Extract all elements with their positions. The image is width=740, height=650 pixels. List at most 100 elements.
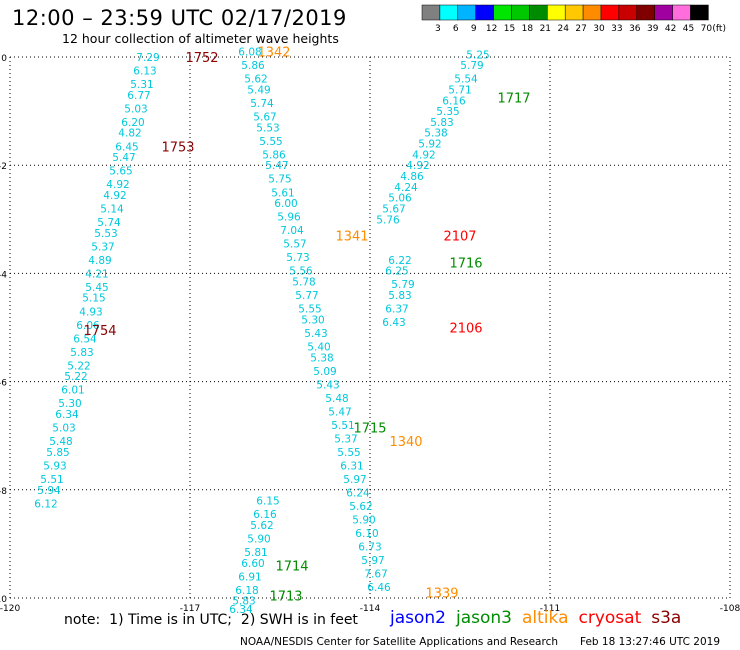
x-tick-label: -111 xyxy=(540,604,560,614)
wave-height-point: 5.56 xyxy=(289,266,313,278)
legend-tick: 3 xyxy=(435,24,441,34)
wave-height-point: 5.97 xyxy=(361,555,384,567)
wave-height-point: 5.76 xyxy=(376,214,400,226)
x-tick-label: -108 xyxy=(720,604,740,614)
wave-height-point: 6.22 xyxy=(388,255,411,267)
wave-height-point: 6.16 xyxy=(442,95,466,107)
wave-height-point: 5.67 xyxy=(253,112,276,124)
legend-tick: 21 xyxy=(540,24,551,34)
wave-height-point: 5.51 xyxy=(331,420,354,432)
wave-height-point: 5.61 xyxy=(271,187,294,199)
legend-tick: 18 xyxy=(522,24,534,34)
wave-height-point: 5.83 xyxy=(70,347,93,359)
pass-time-label: 1341 xyxy=(335,230,368,245)
wave-height-point: 5.31 xyxy=(130,79,153,91)
wave-height-point: 6.45 xyxy=(115,141,138,153)
wave-height-point: 5.30 xyxy=(58,398,81,410)
legend-tick: 36 xyxy=(629,24,641,34)
legend-tick: 70 xyxy=(701,24,713,34)
wave-height-point: 6.13 xyxy=(133,66,156,78)
y-tick-label: -4 xyxy=(0,270,7,280)
wave-height-point: 6.20 xyxy=(121,117,144,129)
wave-height-point: 5.62 xyxy=(349,501,372,513)
wave-height-point: 5.55 xyxy=(298,304,321,316)
wave-height-point: 5.38 xyxy=(310,352,333,364)
wave-height-point: 4.86 xyxy=(400,171,424,183)
legend-tick: 9 xyxy=(471,24,477,34)
chart-title: 12:00 – 23:59 UTC 02/17/2019 xyxy=(12,6,347,30)
wave-height-point: 5.79 xyxy=(460,60,483,72)
wave-height-point: 5.74 xyxy=(97,217,121,229)
wave-height-point: 5.45 xyxy=(85,282,108,294)
wave-height-point: 5.49 xyxy=(247,84,270,96)
legend-tick: 27 xyxy=(575,24,586,34)
wave-height-point: 6.15 xyxy=(256,496,279,508)
legend-swatch xyxy=(690,4,709,21)
y-tick-label: -10 xyxy=(0,595,7,605)
pass-time-label: 1717 xyxy=(497,92,530,107)
pass-time-label: 2107 xyxy=(443,230,476,245)
wave-height-point: 5.15 xyxy=(82,293,105,305)
y-tick-label: -6 xyxy=(0,379,7,389)
legend-tick: 24 xyxy=(557,24,569,34)
wave-height-point: 5.96 xyxy=(277,212,301,224)
wave-height-point: 5.71 xyxy=(448,84,471,96)
wave-height-point: 5.94 xyxy=(37,485,61,497)
wave-height-point: 6.91 xyxy=(238,571,261,583)
pass-time-label: 1339 xyxy=(425,587,458,602)
wave-height-point: 6.60 xyxy=(241,558,264,570)
y-tick-label: 0 xyxy=(1,54,7,64)
wave-height-point: 5.90 xyxy=(352,515,375,527)
wave-height-point: 6.00 xyxy=(274,198,297,210)
x-tick-label: -120 xyxy=(0,604,20,614)
wave-height-point: 5.35 xyxy=(436,106,459,118)
wave-height-point: 4.92 xyxy=(406,160,429,172)
wave-height-point: 5.83 xyxy=(388,290,411,302)
wave-height-point: 6.08 xyxy=(238,47,261,59)
note-text: note: 1) Time is in UTC; 2) SWH is in fe… xyxy=(64,612,358,628)
wave-height-point: 5.30 xyxy=(301,314,324,326)
wave-height-point: 5.51 xyxy=(40,474,63,486)
wave-height-point: 6.34 xyxy=(55,409,79,421)
wave-height-point: 5.55 xyxy=(337,447,360,459)
wave-height-point: 5.43 xyxy=(304,328,327,340)
legend-tick: 39 xyxy=(647,24,659,34)
pass-time-label: 1714 xyxy=(275,560,308,575)
wave-height-point: 6.37 xyxy=(385,304,408,316)
pass-time-label: 1342 xyxy=(257,46,290,61)
wave-height-point: 4.82 xyxy=(118,128,141,140)
wave-height-point: 6.73 xyxy=(358,542,381,554)
pass-time-label: 1753 xyxy=(161,140,194,155)
wave-height-point: 5.79 xyxy=(391,279,414,291)
color-legend: 3 6 9 12 15 18 21 24 27 30 33 36 39 42 45 70 (ft) xyxy=(421,4,726,34)
pass-time-label: 1716 xyxy=(449,257,482,272)
legend-tick: 12 xyxy=(486,24,497,34)
wave-height-point: 4.93 xyxy=(79,306,102,318)
wave-height-point: 4.92 xyxy=(106,179,129,191)
wave-height-point: 6.24 xyxy=(346,488,370,500)
wave-height-point: 4.24 xyxy=(394,182,418,194)
legend-tick: 6 xyxy=(453,24,459,34)
wave-height-point: 5.93 xyxy=(43,460,66,472)
wave-height-point: 5.57 xyxy=(283,239,306,251)
wave-height-point: 5.62 xyxy=(250,520,273,532)
wave-height-point: 6.31 xyxy=(340,460,363,472)
wave-height-point: 5.81 xyxy=(244,547,267,559)
legend-tick: 33 xyxy=(611,24,622,34)
wave-height-point: 5.86 xyxy=(241,60,265,72)
wave-height-point: 5.86 xyxy=(262,149,286,161)
satellite-name: jason2 xyxy=(390,608,446,628)
wave-height-point: 5.37 xyxy=(91,241,114,253)
wave-height-point: 5.06 xyxy=(388,193,412,205)
wave-height-point: 7.67 xyxy=(364,569,387,581)
wave-height-point: 5.55 xyxy=(259,136,282,148)
legend-tick: 42 xyxy=(665,24,676,34)
satellite-legend: jason2 jason3 altika cryosat s3a xyxy=(390,608,691,628)
wave-height-point: 5.48 xyxy=(325,393,348,405)
wave-height-point: 5.47 xyxy=(328,406,351,418)
wave-height-point: 5.37 xyxy=(334,433,357,445)
wave-height-point: 6.06 xyxy=(76,320,100,332)
wave-height-point: 5.22 xyxy=(67,360,90,372)
wave-height-point: 7.29 xyxy=(136,52,159,64)
